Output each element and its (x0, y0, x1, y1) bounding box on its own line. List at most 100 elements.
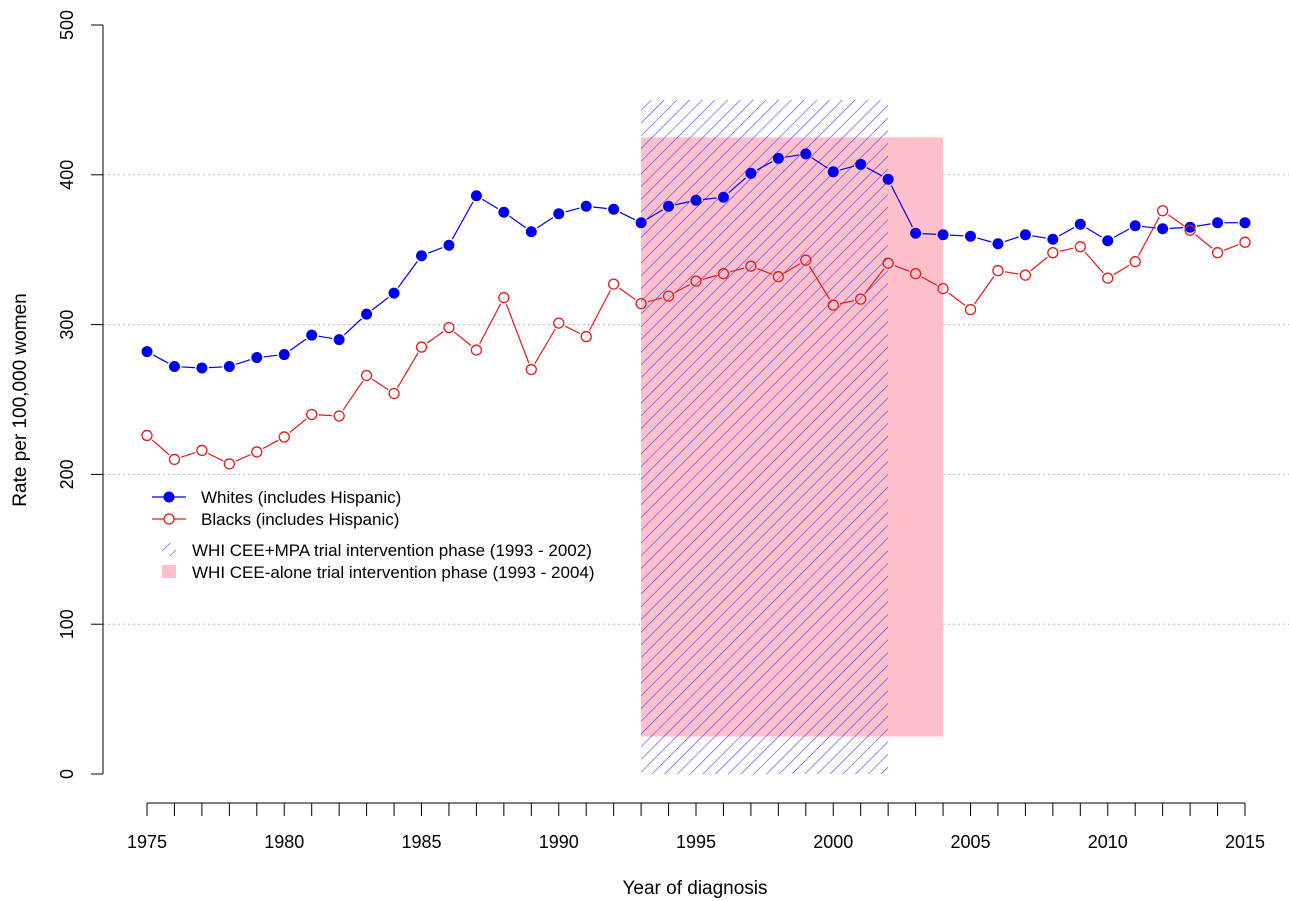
line-segment-whites (728, 177, 747, 194)
line-segment-whites (343, 318, 362, 336)
line-segment-blacks (534, 328, 556, 364)
point-blacks-2010 (1102, 272, 1114, 284)
x-tick-label-2010: 2010 (1088, 832, 1128, 852)
line-segment-whites (451, 201, 474, 240)
series-line-whites (152, 154, 1238, 369)
line-segment-blacks (1168, 214, 1185, 227)
point-blacks-1995 (690, 275, 702, 287)
legend-marker-whites (163, 491, 175, 503)
legend-label-cee-alone: WHI CEE-alone trial intervention phase (… (192, 563, 595, 582)
point-whites-2000 (827, 166, 839, 178)
line-segment-blacks (1030, 256, 1048, 272)
line-segment-blacks (1195, 234, 1213, 249)
point-blacks-1988 (498, 291, 510, 304)
point-whites-1990 (553, 208, 565, 220)
line-segment-whites (1085, 227, 1103, 238)
point-blacks-1982 (333, 410, 345, 422)
legend-marker-blacks (163, 513, 175, 525)
line-segment-blacks (342, 380, 364, 411)
line-segment-blacks (1004, 271, 1019, 275)
legend-label-cee-mpa: WHI CEE+MPA trial intervention phase (19… (192, 541, 592, 560)
y-tick-label-500: 500 (57, 10, 77, 40)
y-tick-label-100: 100 (57, 609, 77, 639)
point-blacks-1990 (553, 317, 565, 329)
point-blacks-2012 (1157, 205, 1169, 217)
line-segment-blacks (757, 268, 773, 275)
series-markers-whites (141, 148, 1251, 374)
point-whites-1977 (196, 362, 208, 374)
line-segment-blacks (1084, 251, 1104, 274)
point-whites-2011 (1129, 220, 1141, 232)
line-segment-blacks (207, 452, 224, 462)
point-blacks-2003 (909, 268, 922, 280)
legend: Whites (includes Hispanic) Blacks (inclu… (152, 488, 595, 582)
point-blacks-1994 (662, 290, 675, 302)
line-segment-blacks (894, 265, 910, 272)
point-whites-2003 (910, 227, 922, 239)
line-segment-blacks (235, 454, 251, 462)
point-whites-1998 (772, 152, 784, 164)
point-whites-1989 (525, 226, 537, 238)
line-segment-whites (866, 167, 883, 177)
line-segment-blacks (588, 290, 611, 331)
point-whites-1986 (443, 239, 455, 251)
point-blacks-2008 (1047, 247, 1059, 259)
x-tick-label-1975: 1975 (127, 832, 167, 852)
point-whites-1992 (608, 203, 620, 215)
line-segment-whites (619, 211, 636, 221)
point-whites-1976 (168, 361, 180, 373)
line-segment-blacks (1137, 216, 1160, 256)
line-segment-blacks (318, 414, 333, 417)
point-blacks-1977 (196, 444, 208, 457)
line-segment-blacks (784, 263, 801, 274)
point-whites-1983 (361, 308, 373, 320)
line-segment-blacks (1059, 247, 1074, 252)
line-segment-whites (950, 234, 964, 237)
point-blacks-1999 (800, 254, 812, 266)
point-whites-1995 (690, 194, 702, 206)
line-segment-blacks (289, 418, 307, 433)
point-blacks-1984 (388, 387, 400, 400)
point-blacks-2000 (827, 299, 839, 311)
line-segment-blacks (151, 439, 170, 456)
point-blacks-1978 (223, 458, 236, 470)
line-segment-blacks (505, 303, 530, 364)
point-blacks-1985 (415, 341, 428, 353)
line-segment-whites (427, 247, 443, 254)
line-segment-blacks (479, 303, 502, 345)
point-blacks-2004 (937, 282, 949, 295)
line-segment-blacks (453, 331, 472, 347)
line-segment-whites (181, 366, 195, 369)
point-whites-2001 (855, 158, 867, 170)
line-segment-blacks (372, 378, 389, 391)
point-blacks-2014 (1211, 247, 1224, 259)
shaded-regions (641, 99, 944, 774)
line-segment-whites (839, 165, 855, 171)
line-segment-blacks (262, 439, 279, 450)
line-segment-whites (565, 207, 580, 213)
legend-item-cee-alone: WHI CEE-alone trial intervention phase (… (162, 563, 595, 582)
point-whites-1981 (306, 329, 318, 341)
point-blacks-1987 (470, 344, 483, 356)
line-segment-blacks (647, 297, 662, 303)
line-segment-whites (208, 366, 223, 369)
line-segment-whites (977, 237, 992, 243)
point-blacks-2007 (1019, 269, 1032, 281)
point-blacks-1983 (360, 369, 373, 382)
line-segment-whites (371, 296, 389, 311)
line-segment-blacks (674, 283, 691, 294)
legend-item-cee-mpa: WHI CEE+MPA trial intervention phase (19… (162, 541, 592, 560)
x-tick-label-1990: 1990 (539, 832, 579, 852)
point-blacks-1979 (251, 446, 263, 458)
series-markers-blacks (141, 205, 1251, 470)
line-segment-whites (1113, 228, 1130, 238)
line-segment-whites (1004, 236, 1019, 243)
line-segment-whites (1032, 235, 1047, 239)
point-whites-2013 (1184, 221, 1196, 233)
point-whites-1988 (498, 206, 510, 218)
point-blacks-2002 (882, 257, 894, 269)
x-ticks: 1975 1980 1985 1990 1995 2000 2005 2010 2015 (127, 803, 1265, 852)
point-blacks-1980 (278, 431, 290, 443)
point-whites-1996 (717, 191, 729, 203)
